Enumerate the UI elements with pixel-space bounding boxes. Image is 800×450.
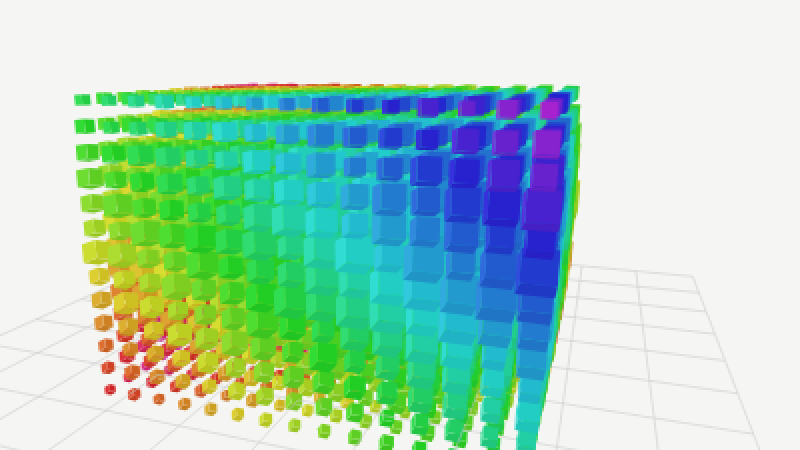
webgl-stage [0,0,800,450]
3d-scene-canvas[interactable] [0,0,800,450]
